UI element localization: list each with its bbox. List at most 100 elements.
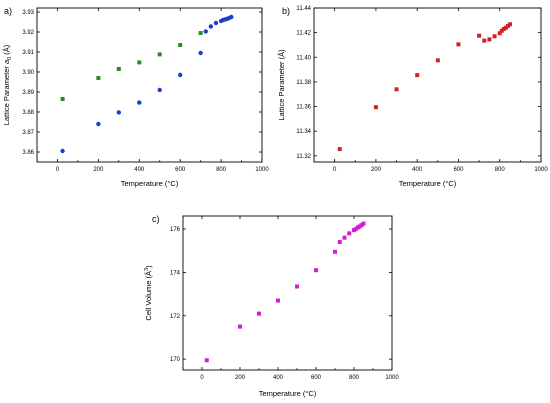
- plot-frame: [182, 215, 393, 371]
- y-tick-label: 11.36: [296, 105, 311, 111]
- data-point: [456, 42, 461, 47]
- x-axis-label: Temperature (°C): [399, 179, 457, 188]
- data-point: [295, 284, 299, 289]
- y-tick-label: 172: [170, 314, 181, 320]
- data-point: [373, 105, 378, 110]
- y-tick-label: 3.92: [22, 30, 34, 36]
- y-tick-label: 11.44: [296, 6, 311, 12]
- y-tick-label: 170: [170, 357, 181, 363]
- series-2: [60, 14, 234, 154]
- series-1: [337, 22, 513, 152]
- x-tick-label: 200: [235, 375, 246, 381]
- data-point: [361, 221, 366, 226]
- x-tick-label: 800: [495, 167, 506, 173]
- data-point: [503, 25, 508, 30]
- chart-panel-3: 0 200 400 600 800 1000 170 172 174 176 Temperature…: [144, 214, 399, 398]
- panel-label: a): [4, 6, 12, 16]
- data-point: [116, 110, 122, 115]
- x-tick-label: 800: [216, 167, 227, 173]
- data-point: [60, 148, 65, 154]
- series-1: [60, 31, 203, 101]
- y-axis-label-part: ): [144, 265, 153, 268]
- panel-label: c): [152, 214, 160, 224]
- panel-label: b): [282, 6, 290, 16]
- y-tick-label: 3.91: [22, 50, 34, 56]
- data-point: [137, 100, 142, 105]
- data-point: [505, 23, 510, 28]
- x-tick-label: 1000: [534, 167, 548, 173]
- plot-frame: [36, 7, 263, 163]
- y-tick-label: 3.90: [22, 70, 34, 76]
- x-tick-label: 0: [333, 167, 337, 173]
- data-point: [203, 29, 208, 34]
- y-axis-label: Lattice Parameter a0 (Å): [2, 44, 13, 125]
- data-point: [499, 28, 504, 33]
- y-tick-label: 11.34: [296, 129, 311, 135]
- y-tick-label: 11.38: [296, 80, 311, 86]
- chart-panel-2: 0 200 400 600 800 1000 11.32 11.34 11.36 11.38 11.…: [277, 6, 548, 188]
- x-tick-label: 400: [412, 167, 423, 173]
- x-axis-label: Temperature (°C): [121, 179, 179, 188]
- data-point: [435, 58, 440, 63]
- y-axis-label-part: Lattice Parameter (Å): [277, 49, 286, 121]
- y-tick-label: 11.40: [296, 55, 311, 61]
- y-axis-label: Lattice Parameter (Å): [277, 49, 286, 121]
- data-point: [137, 60, 142, 65]
- y-tick-label: 11.32: [296, 154, 311, 160]
- data-point: [157, 52, 162, 57]
- data-point: [482, 38, 487, 43]
- y-axis-label-part: (Å): [2, 44, 11, 57]
- data-point: [333, 249, 337, 254]
- plot-frame: [313, 7, 542, 163]
- data-point: [477, 33, 482, 38]
- x-tick-label: 0: [56, 167, 60, 173]
- data-point: [116, 67, 121, 71]
- data-point: [198, 50, 203, 56]
- data-point: [501, 26, 506, 31]
- x-tick-label: 800: [349, 375, 360, 381]
- y-tick-label: 3.89: [22, 90, 34, 96]
- data-point: [314, 268, 318, 273]
- data-point: [276, 298, 280, 303]
- data-point: [208, 24, 214, 29]
- y-axis-label-part: a: [2, 60, 11, 64]
- x-tick-label: 200: [93, 167, 104, 173]
- x-tick-label: 1000: [385, 375, 399, 381]
- y-tick-label: 176: [170, 227, 181, 233]
- y-tick-label: 3.86: [22, 150, 34, 156]
- y-axis-label: Cell Volume (Å3): [144, 265, 153, 321]
- data-point: [257, 311, 261, 316]
- x-tick-label: 200: [371, 167, 382, 173]
- y-tick-label: 11.42: [296, 31, 311, 37]
- data-point: [508, 22, 513, 27]
- y-axis-label-part: Cell Volume (Å: [144, 271, 153, 321]
- x-tick-label: 400: [134, 167, 145, 173]
- x-tick-label: 600: [311, 375, 322, 381]
- data-point: [96, 121, 101, 127]
- data-point: [198, 31, 203, 35]
- data-point: [337, 147, 342, 152]
- x-tick-label: 600: [453, 167, 464, 173]
- data-point: [487, 37, 492, 42]
- y-tick-label: 3.93: [22, 10, 34, 16]
- data-point: [394, 87, 399, 92]
- data-point: [415, 73, 420, 78]
- data-point: [60, 97, 65, 101]
- data-point: [157, 87, 162, 93]
- data-point: [497, 31, 502, 36]
- y-axis-label-part: 0: [7, 57, 13, 60]
- data-point: [177, 72, 183, 78]
- y-tick-label: 174: [170, 270, 181, 276]
- x-tick-label: 600: [175, 167, 186, 173]
- data-point: [204, 358, 209, 363]
- y-axis-label-part: 3: [144, 268, 150, 271]
- y-tick-label: 3.87: [22, 130, 34, 136]
- data-point: [337, 240, 342, 245]
- x-axis-label: Temperature (°C): [259, 389, 317, 398]
- data-point: [347, 231, 352, 236]
- data-point: [96, 76, 101, 80]
- data-point: [238, 324, 242, 329]
- x-tick-label: 400: [273, 375, 284, 381]
